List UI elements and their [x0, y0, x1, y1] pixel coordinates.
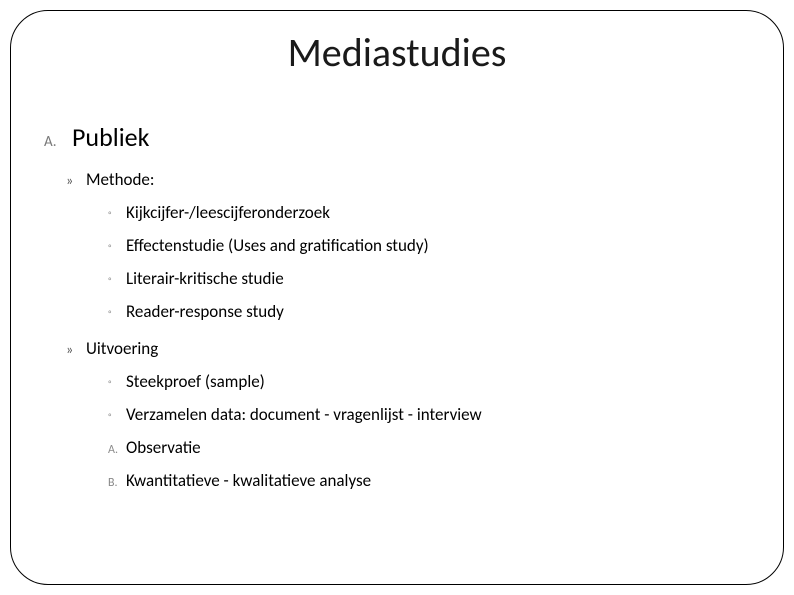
list-item-text: Steekproef (sample)	[126, 371, 265, 394]
circle-bullet-icon: ◦	[108, 375, 126, 389]
list-item: ◦ Steekproef (sample)	[108, 371, 750, 394]
list-item-text: Literair-kritische studie	[126, 268, 284, 291]
list-item: ◦ Verzamelen data: document - vragenlijs…	[108, 404, 750, 427]
heading-a: A. Publiek	[44, 120, 750, 155]
list-item: ◦ Literair-kritische studie	[108, 268, 750, 291]
section-uitvoering-label: Uitvoering	[86, 338, 158, 361]
list-item: ◦ Effectenstudie (Uses and gratification…	[108, 235, 750, 258]
list-item-text: Reader-response study	[126, 301, 284, 324]
list-item-text: Kwantitatieve - kwalitatieve analyse	[126, 470, 371, 493]
circle-bullet-icon: ◦	[108, 206, 126, 220]
section-methode: » Methode:	[66, 169, 750, 192]
slide-title: Mediastudies	[0, 28, 794, 77]
circle-bullet-icon: ◦	[108, 239, 126, 253]
list-item-text: Effectenstudie (Uses and gratification s…	[126, 235, 429, 258]
circle-bullet-icon: ◦	[108, 408, 126, 422]
list-item: ◦ Kijkcijfer-/leescijferonderzoek	[108, 202, 750, 225]
letter-marker: B.	[108, 475, 126, 491]
heading-a-marker: A.	[44, 132, 72, 152]
slide: Mediastudies A. Publiek » Methode: ◦ Kij…	[0, 0, 794, 595]
section-methode-label: Methode:	[86, 169, 154, 192]
list-item-text: Verzamelen data: document - vragenlijst …	[126, 404, 482, 427]
list-item: B. Kwantitatieve - kwalitatieve analyse	[108, 470, 750, 493]
circle-bullet-icon: ◦	[108, 305, 126, 319]
heading-a-text: Publiek	[72, 120, 149, 155]
arrow-bullet-icon: »	[66, 172, 86, 191]
list-item: ◦ Reader-response study	[108, 301, 750, 324]
slide-content: A. Publiek » Methode: ◦ Kijkcijfer-/lees…	[44, 120, 750, 498]
arrow-bullet-icon: »	[66, 341, 86, 360]
circle-bullet-icon: ◦	[108, 272, 126, 286]
letter-marker: A.	[108, 442, 126, 458]
section-uitvoering: » Uitvoering	[66, 338, 750, 361]
list-item-text: Observatie	[126, 437, 201, 460]
list-item: A. Observatie	[108, 437, 750, 460]
list-item-text: Kijkcijfer-/leescijferonderzoek	[126, 202, 330, 225]
